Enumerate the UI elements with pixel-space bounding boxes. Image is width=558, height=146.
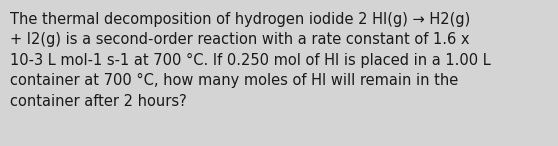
Text: The thermal decomposition of hydrogen iodide 2 HI(g) → H2(g)
+ I2(g) is a second: The thermal decomposition of hydrogen io… xyxy=(10,12,490,109)
